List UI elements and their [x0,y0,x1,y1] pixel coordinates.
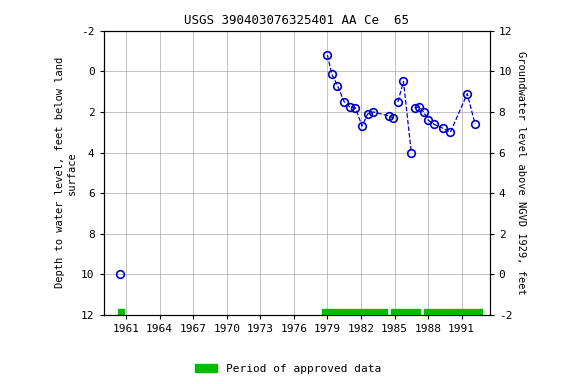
Title: USGS 390403076325401 AA Ce  65: USGS 390403076325401 AA Ce 65 [184,14,409,27]
Y-axis label: Groundwater level above NGVD 1929, feet: Groundwater level above NGVD 1929, feet [516,51,526,295]
Bar [118,309,124,315]
Bar [391,309,420,315]
Legend: Period of approved data: Period of approved data [191,359,385,379]
Bar [423,309,482,315]
Y-axis label: Depth to water level, feet below land
surface: Depth to water level, feet below land su… [55,57,77,288]
Bar [322,309,386,315]
